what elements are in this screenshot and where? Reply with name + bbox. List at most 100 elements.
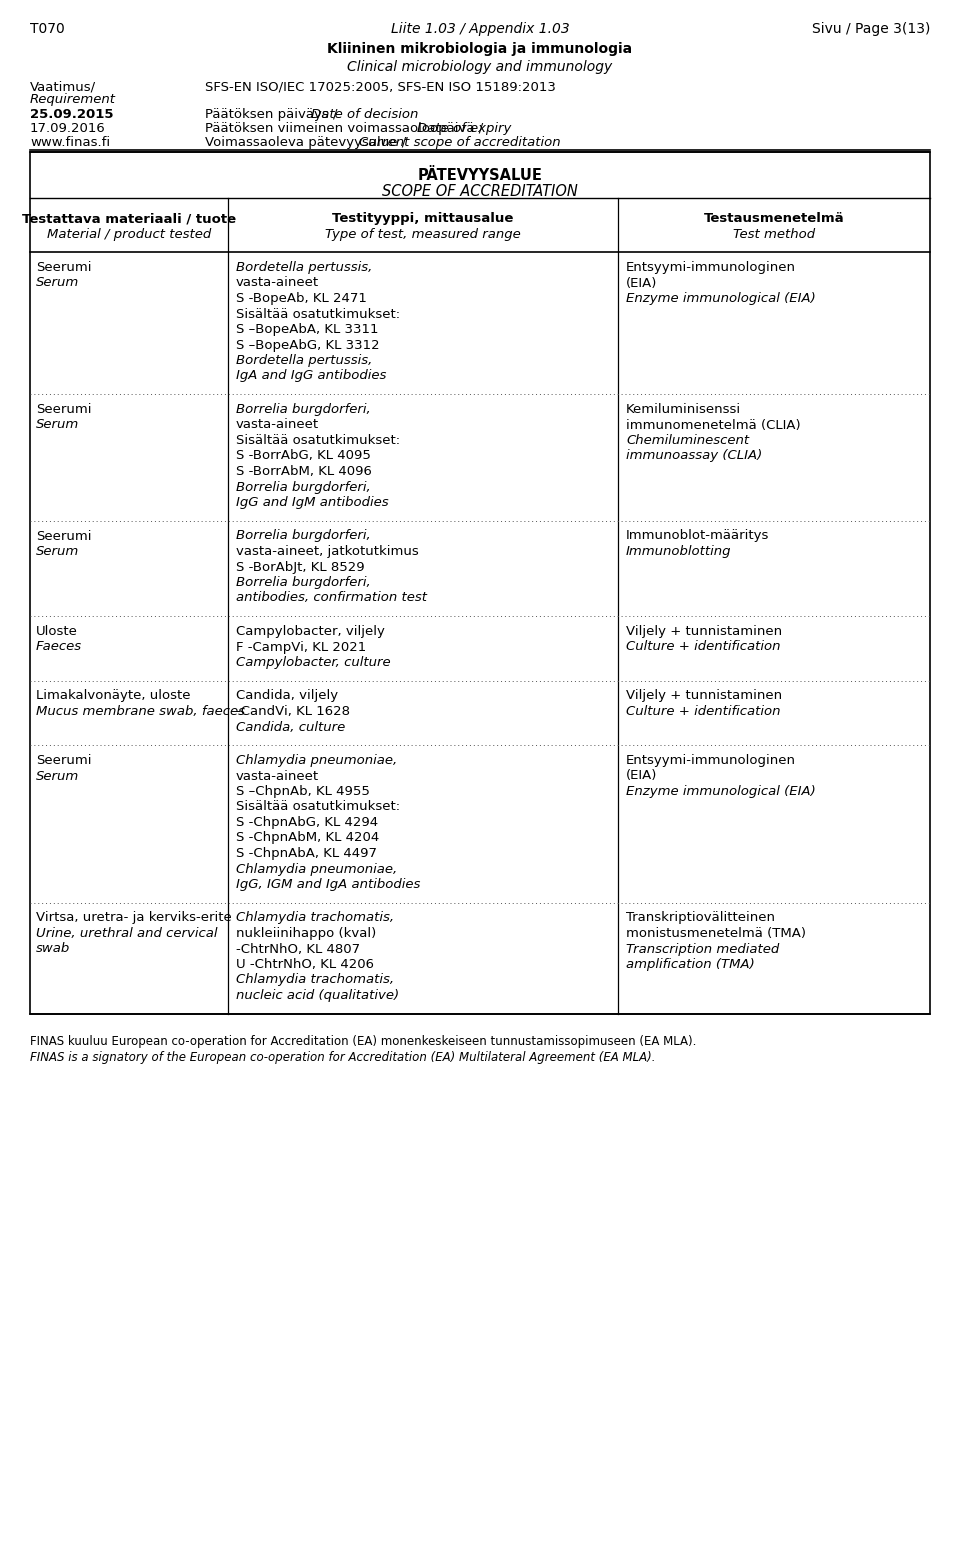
Text: Date of expiry: Date of expiry	[417, 123, 512, 135]
Text: (EIA): (EIA)	[626, 277, 658, 289]
Text: Serum: Serum	[36, 545, 80, 558]
Text: Mucus membrane swab, faeces: Mucus membrane swab, faeces	[36, 706, 245, 718]
Text: amplification (TMA): amplification (TMA)	[626, 957, 755, 971]
Text: Date of decision: Date of decision	[311, 107, 419, 121]
Text: Transkriptiovälitteinen: Transkriptiovälitteinen	[626, 912, 775, 925]
Text: swab: swab	[36, 942, 70, 956]
Text: Borrelia burgdorferi,: Borrelia burgdorferi,	[236, 577, 371, 589]
Text: Urine, urethral and cervical: Urine, urethral and cervical	[36, 928, 218, 940]
Text: FINAS is a signatory of the European co-operation for Accreditation (EA) Multila: FINAS is a signatory of the European co-…	[30, 1051, 656, 1063]
Text: Serum: Serum	[36, 277, 80, 289]
Text: Limakalvonäyte, uloste: Limakalvonäyte, uloste	[36, 690, 190, 702]
Text: S -BopeAb, KL 2471: S -BopeAb, KL 2471	[236, 292, 367, 305]
Text: Entsyymi-immunologinen: Entsyymi-immunologinen	[626, 754, 796, 768]
Text: Virtsa, uretra- ja kerviks-erite: Virtsa, uretra- ja kerviks-erite	[36, 912, 231, 925]
Text: PÄTEVYYSALUE: PÄTEVYYSALUE	[418, 168, 542, 183]
Text: Chlamydia pneumoniae,: Chlamydia pneumoniae,	[236, 862, 397, 875]
Text: Serum: Serum	[36, 418, 80, 432]
Text: Transcription mediated: Transcription mediated	[626, 942, 780, 956]
Text: Type of test, measured range: Type of test, measured range	[325, 228, 521, 241]
Text: 25.09.2015: 25.09.2015	[30, 107, 113, 121]
Text: Testityyppi, mittausalue: Testityyppi, mittausalue	[332, 211, 514, 225]
Text: immunoassay (CLIA): immunoassay (CLIA)	[626, 449, 762, 463]
Text: Borrelia burgdorferi,: Borrelia burgdorferi,	[236, 530, 371, 542]
Text: -CandVi, KL 1628: -CandVi, KL 1628	[236, 706, 350, 718]
Text: Candida, viljely: Candida, viljely	[236, 690, 338, 702]
Text: S -ChpnAbG, KL 4294: S -ChpnAbG, KL 4294	[236, 816, 378, 828]
Text: Entsyymi-immunologinen: Entsyymi-immunologinen	[626, 261, 796, 274]
Text: Seerumi: Seerumi	[36, 530, 91, 542]
Text: www.finas.fi: www.finas.fi	[30, 137, 110, 149]
Text: Seerumi: Seerumi	[36, 402, 91, 416]
Text: Viljely + tunnistaminen: Viljely + tunnistaminen	[626, 625, 782, 639]
Text: Chlamydia trachomatis,: Chlamydia trachomatis,	[236, 973, 395, 987]
Text: Campylobacter, culture: Campylobacter, culture	[236, 656, 391, 670]
Text: FINAS kuuluu European co-operation for Accreditation (EA) monenkeskeiseen tunnus: FINAS kuuluu European co-operation for A…	[30, 1035, 696, 1049]
Text: Immunoblot-määritys: Immunoblot-määritys	[626, 530, 769, 542]
Text: Kliininen mikrobiologia ja immunologia: Kliininen mikrobiologia ja immunologia	[327, 42, 633, 56]
Text: Enzyme immunological (EIA): Enzyme immunological (EIA)	[626, 785, 816, 799]
Text: Candida, culture: Candida, culture	[236, 721, 346, 733]
Text: Campylobacter, viljely: Campylobacter, viljely	[236, 625, 385, 639]
Text: Material / product tested: Material / product tested	[47, 228, 211, 241]
Text: Borrelia burgdorferi,: Borrelia burgdorferi,	[236, 480, 371, 494]
Text: SFS-EN ISO/IEC 17025:2005, SFS-EN ISO 15189:2013: SFS-EN ISO/IEC 17025:2005, SFS-EN ISO 15…	[205, 79, 556, 93]
Bar	[30, 152, 930, 1013]
Text: Päätöksen päiväys /: Päätöksen päiväys /	[205, 107, 342, 121]
Text: Current scope of accreditation: Current scope of accreditation	[359, 137, 561, 149]
Text: Testausmenetelmä: Testausmenetelmä	[704, 211, 844, 225]
Text: Seerumi: Seerumi	[36, 754, 91, 768]
Text: monistusmenetelmä (TMA): monistusmenetelmä (TMA)	[626, 928, 806, 940]
Text: Päätöksen viimeinen voimassaoloopäivä /: Päätöksen viimeinen voimassaoloopäivä /	[205, 123, 488, 135]
Text: Uloste: Uloste	[36, 625, 78, 639]
Text: antibodies, confirmation test: antibodies, confirmation test	[236, 592, 427, 605]
Text: U -ChtrNhO, KL 4206: U -ChtrNhO, KL 4206	[236, 957, 374, 971]
Text: Test method: Test method	[732, 228, 815, 241]
Text: Seerumi: Seerumi	[36, 261, 91, 274]
Text: Faeces: Faeces	[36, 640, 83, 654]
Text: Enzyme immunological (EIA): Enzyme immunological (EIA)	[626, 292, 816, 305]
Text: S –BopeAbA, KL 3311: S –BopeAbA, KL 3311	[236, 323, 378, 336]
Text: IgG and IgM antibodies: IgG and IgM antibodies	[236, 496, 389, 510]
Text: S -ChpnAbM, KL 4204: S -ChpnAbM, KL 4204	[236, 831, 379, 844]
Text: Borrelia burgdorferi,: Borrelia burgdorferi,	[236, 402, 371, 416]
Text: Sisältää osatutkimukset:: Sisältää osatutkimukset:	[236, 800, 400, 813]
Text: Liite 1.03 / Appendix 1.03: Liite 1.03 / Appendix 1.03	[391, 22, 569, 36]
Text: S -ChpnAbA, KL 4497: S -ChpnAbA, KL 4497	[236, 847, 377, 859]
Text: Chlamydia pneumoniae,: Chlamydia pneumoniae,	[236, 754, 397, 768]
Text: S –ChpnAb, KL 4955: S –ChpnAb, KL 4955	[236, 785, 370, 799]
Text: vasta-aineet, jatkotutkimus: vasta-aineet, jatkotutkimus	[236, 545, 419, 558]
Text: F -CampVi, KL 2021: F -CampVi, KL 2021	[236, 640, 367, 654]
Text: Culture + identification: Culture + identification	[626, 640, 780, 654]
Text: Requirement: Requirement	[30, 93, 116, 106]
Text: vasta-aineet: vasta-aineet	[236, 769, 319, 783]
Text: Sisältää osatutkimukset:: Sisältää osatutkimukset:	[236, 434, 400, 448]
Text: Chemiluminescent: Chemiluminescent	[626, 434, 749, 448]
Text: S -BorrAbM, KL 4096: S -BorrAbM, KL 4096	[236, 465, 372, 479]
Text: Clinical microbiology and immunology: Clinical microbiology and immunology	[348, 61, 612, 75]
Text: Viljely + tunnistaminen: Viljely + tunnistaminen	[626, 690, 782, 702]
Text: immunomenetelmä (CLIA): immunomenetelmä (CLIA)	[626, 418, 801, 432]
Text: Bordetella pertussis,: Bordetella pertussis,	[236, 354, 372, 367]
Text: vasta-aineet: vasta-aineet	[236, 277, 319, 289]
Text: nukleiinihappo (kval): nukleiinihappo (kval)	[236, 928, 376, 940]
Text: IgG, IGM and IgA antibodies: IgG, IGM and IgA antibodies	[236, 878, 420, 890]
Text: S -BorrAbG, KL 4095: S -BorrAbG, KL 4095	[236, 449, 371, 463]
Text: Kemiluminisenssi: Kemiluminisenssi	[626, 402, 741, 416]
Text: Chlamydia trachomatis,: Chlamydia trachomatis,	[236, 912, 395, 925]
Text: S –BopeAbG, KL 3312: S –BopeAbG, KL 3312	[236, 339, 379, 351]
Text: SCOPE OF ACCREDITATION: SCOPE OF ACCREDITATION	[382, 183, 578, 199]
Text: Culture + identification: Culture + identification	[626, 706, 780, 718]
Text: Testattava materiaali / tuote: Testattava materiaali / tuote	[22, 211, 236, 225]
Text: Bordetella pertussis,: Bordetella pertussis,	[236, 261, 372, 274]
Text: Sivu / Page 3(13): Sivu / Page 3(13)	[811, 22, 930, 36]
Text: Serum: Serum	[36, 769, 80, 783]
Text: nucleic acid (qualitative): nucleic acid (qualitative)	[236, 988, 399, 1002]
Text: T070: T070	[30, 22, 64, 36]
Text: vasta-aineet: vasta-aineet	[236, 418, 319, 432]
Text: IgA and IgG antibodies: IgA and IgG antibodies	[236, 370, 386, 382]
Text: 17.09.2016: 17.09.2016	[30, 123, 106, 135]
Text: Sisältää osatutkimukset:: Sisältää osatutkimukset:	[236, 308, 400, 320]
Text: Immunoblotting: Immunoblotting	[626, 545, 732, 558]
Text: Vaatimus/: Vaatimus/	[30, 79, 96, 93]
